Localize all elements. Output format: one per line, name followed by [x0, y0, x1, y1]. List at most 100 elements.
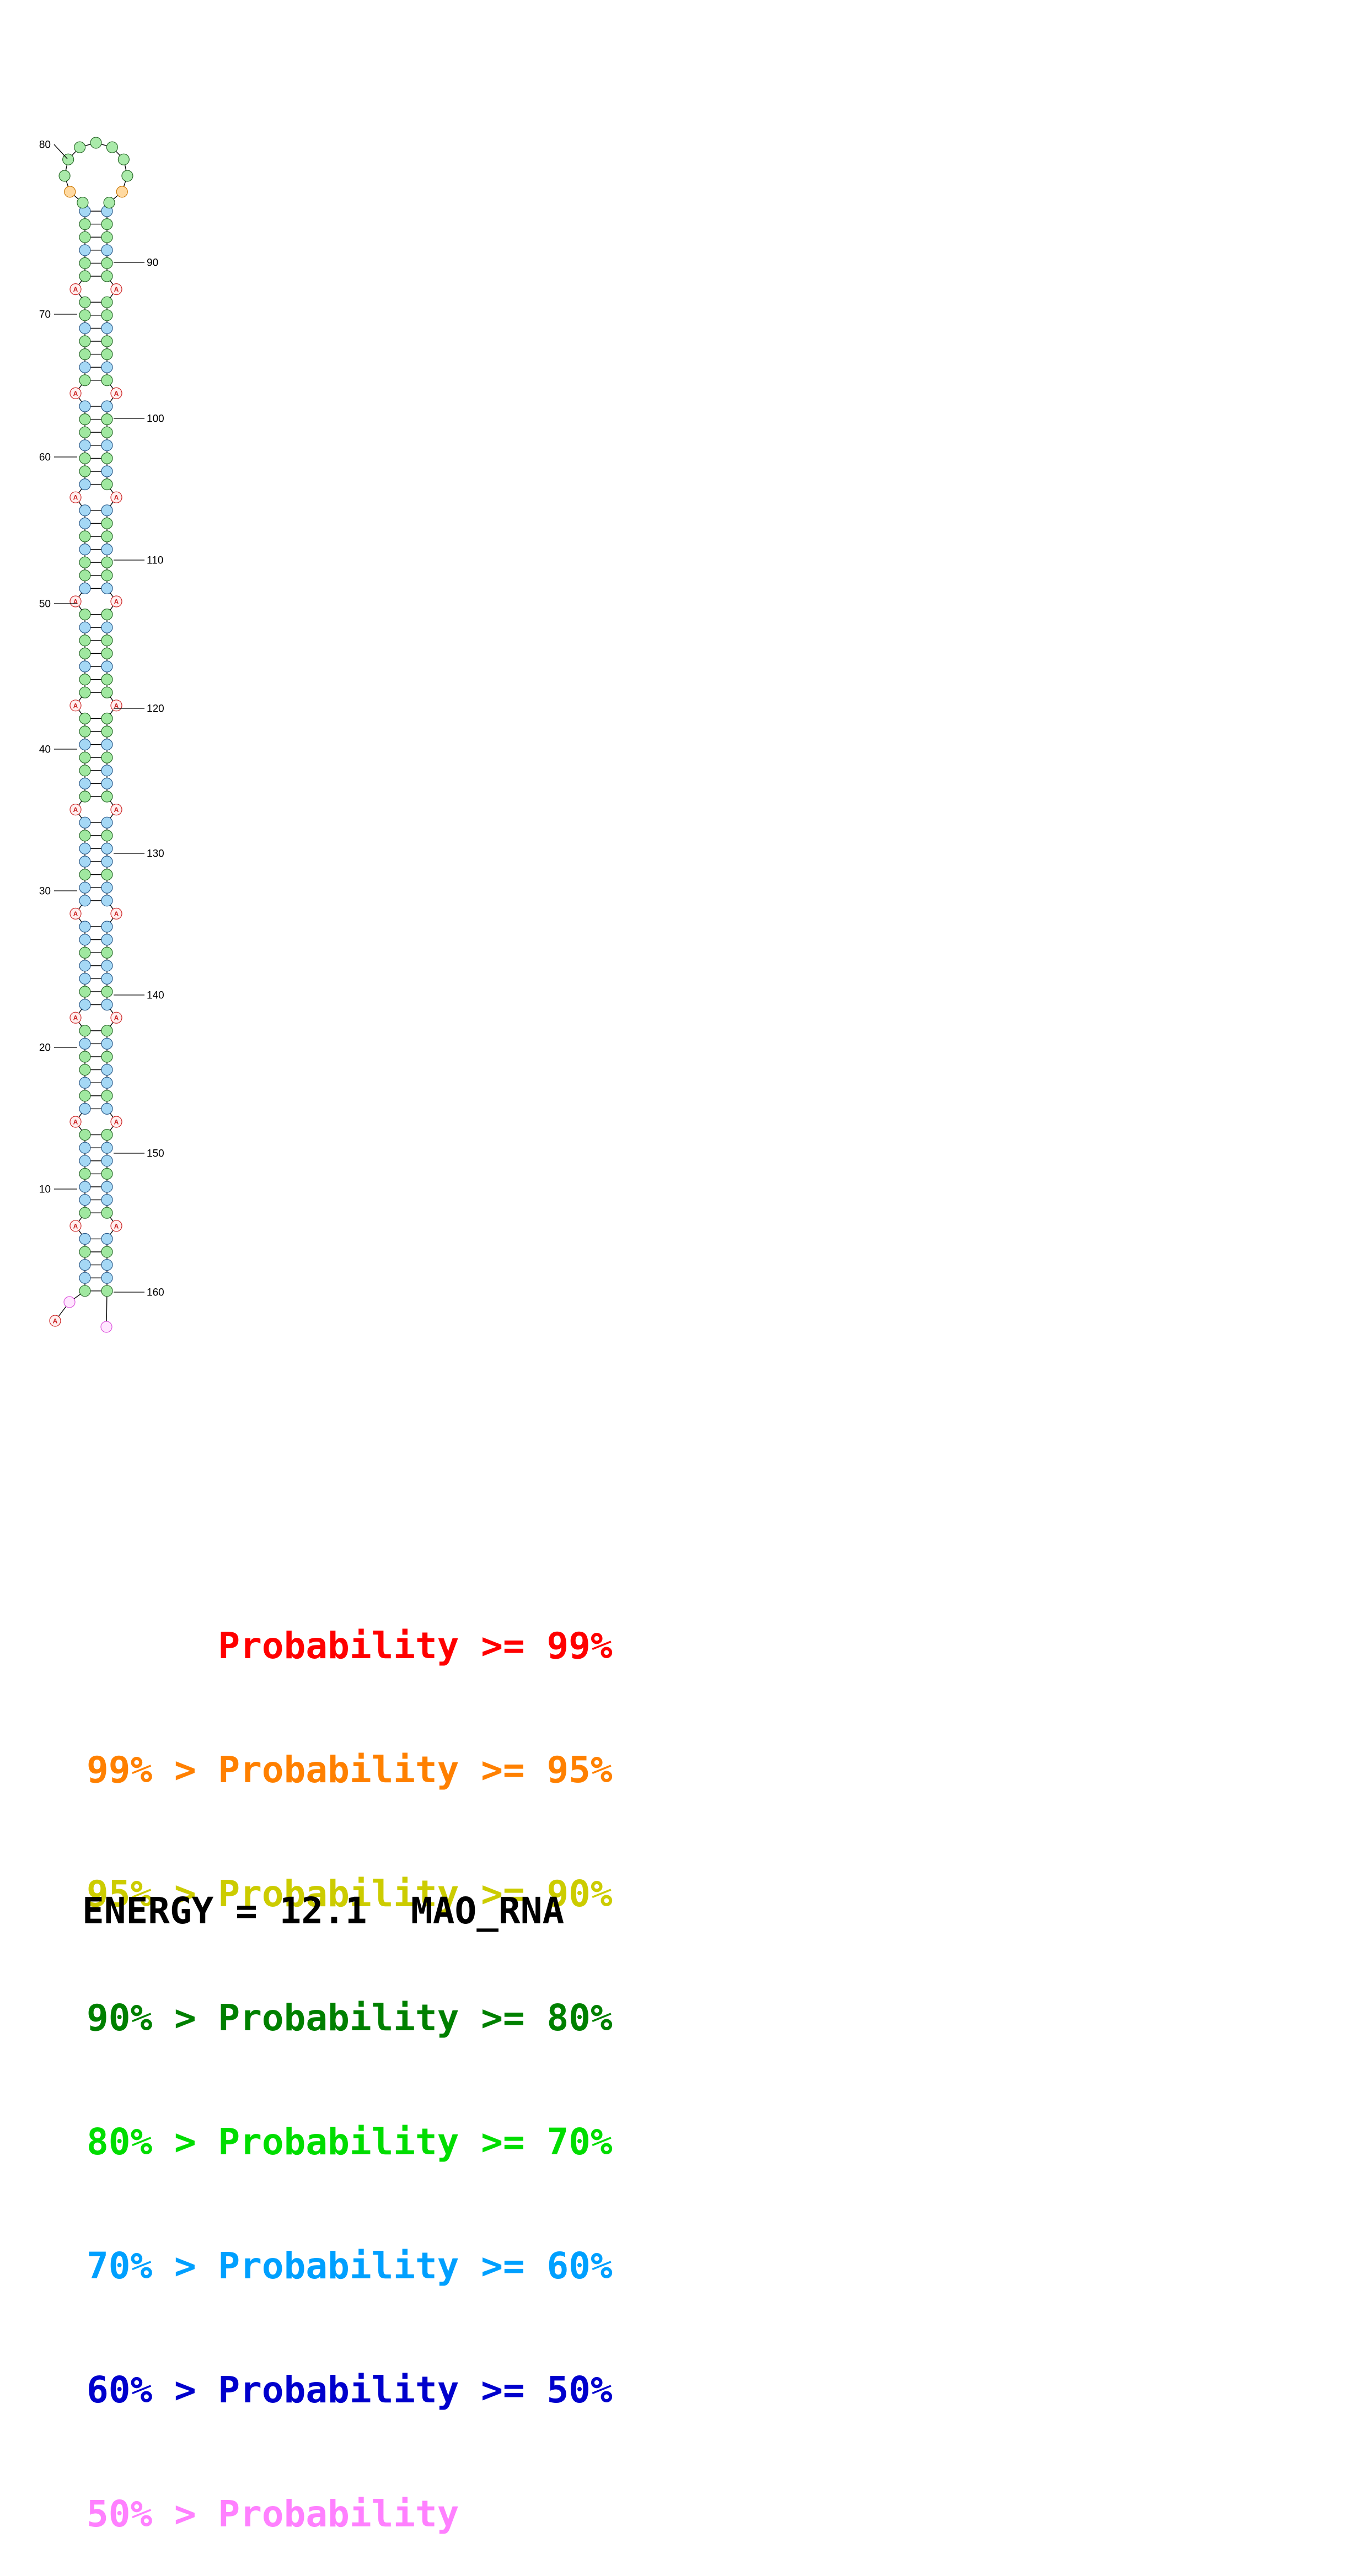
internal-loop-nucleotide — [69, 803, 82, 816]
nucleotide-circle — [79, 856, 91, 868]
legend-entry: 70% > Probability >= 60% — [87, 2245, 613, 2287]
nucleotide-circle — [79, 751, 91, 763]
internal-loop-nucleotide — [110, 1220, 122, 1232]
nucleotide-circle — [101, 1272, 113, 1284]
nucleotide-circle — [79, 946, 91, 959]
legend-entry: 95% > Probability >= 90% — [87, 1873, 613, 1915]
nucleotide-circle — [101, 218, 113, 230]
nucleotide-circle — [101, 413, 113, 426]
nucleotide-letter: A — [73, 806, 78, 814]
position-label: 140 — [147, 990, 164, 1002]
nucleotide-circle — [79, 1142, 91, 1154]
nucleotide-circle — [79, 986, 91, 998]
nucleotide-circle — [79, 348, 91, 361]
nucleotide-letter: A — [53, 1317, 58, 1325]
position-label: 160 — [147, 1287, 164, 1299]
position-label: 40 — [39, 744, 51, 756]
legend-entry: 50% > Probability — [87, 2493, 459, 2535]
nucleotide-circle — [101, 1129, 113, 1141]
position-label: 70 — [39, 309, 51, 321]
nucleotide-circle — [101, 1090, 113, 1102]
position-label: 20 — [39, 1042, 51, 1054]
nucleotide-circle — [79, 1155, 91, 1167]
nucleotide-circle — [79, 296, 91, 308]
nucleotide-circle — [79, 231, 91, 243]
nucleotide-circle — [101, 790, 113, 803]
nucleotide-circle — [101, 504, 113, 517]
position-label: 30 — [39, 886, 51, 897]
nucleotide-letter: A — [114, 806, 119, 814]
nucleotide-circle — [79, 400, 91, 412]
nucleotide-circle — [79, 921, 91, 933]
nucleotide-circle — [79, 816, 91, 829]
nucleotide-circle — [79, 1037, 91, 1050]
nucleotide-circle — [101, 309, 113, 321]
nucleotide-circle — [79, 1090, 91, 1102]
nucleotide-circle — [101, 1259, 113, 1271]
nucleotide-circle — [79, 777, 91, 790]
nucleotide-circle — [101, 426, 113, 438]
rna-secondary-structure-plot: A A A A A A A A A A A A A A A A A A A A A 80 70 60 50 40 30 20 10 90 1… — [39, 137, 164, 1333]
nucleotide-circle — [79, 868, 91, 881]
nucleotide-circle — [101, 1168, 113, 1180]
nucleotide-letter: A — [114, 494, 119, 502]
nucleotide-circle — [79, 608, 91, 621]
nucleotide-circle — [79, 413, 91, 426]
hairpin-loop-nucleotide — [58, 170, 71, 182]
position-label: 50 — [39, 599, 51, 610]
legend-entry: 99% > Probability >= 95% — [87, 1749, 613, 1791]
nucleotide-circle — [101, 842, 113, 855]
nucleotide-circle — [101, 673, 113, 686]
nucleotide-circle — [79, 1129, 91, 1141]
legend-entry: 60% > Probability >= 50% — [87, 2369, 613, 2411]
nucleotide-letter: A — [73, 702, 78, 709]
internal-loop-nucleotide — [69, 1012, 82, 1024]
nucleotide-circle — [101, 972, 113, 985]
tail-nucleotide — [63, 1296, 76, 1308]
internal-loop-nucleotide — [69, 1116, 82, 1128]
nucleotide-circle — [101, 712, 113, 725]
nucleotide-circle — [101, 608, 113, 621]
nucleotide-circle — [79, 361, 91, 373]
position-tick-line — [53, 144, 68, 159]
internal-loop-nucleotide — [110, 1116, 122, 1128]
internal-loop-nucleotide — [110, 907, 122, 920]
nucleotide-circle — [101, 465, 113, 477]
rna-plot-page: { "energy_label": "ENERGY = 12.1 MAO_RNA… — [39, 137, 613, 2535]
nucleotide-circle — [101, 881, 113, 894]
nucleotide-circle — [79, 621, 91, 633]
nucleotide-letter: A — [73, 1014, 78, 1022]
nucleotide-circle — [101, 686, 113, 698]
position-label: 150 — [147, 1148, 164, 1160]
nucleotide-circle — [101, 660, 113, 673]
hairpin-loop-nucleotide — [117, 153, 130, 165]
nucleotide-circle — [101, 517, 113, 530]
nucleotide-circle — [101, 738, 113, 751]
position-label: 10 — [39, 1184, 51, 1196]
nucleotide-circle — [79, 881, 91, 894]
nucleotide-circle — [101, 439, 113, 451]
position-label: 90 — [147, 257, 158, 269]
nucleotide-letter: A — [114, 286, 119, 293]
nucleotide-letter: A — [114, 1118, 119, 1126]
nucleotide-circle — [79, 335, 91, 347]
position-label: 100 — [147, 413, 164, 425]
nucleotide-circle — [79, 582, 91, 595]
nucleotide-circle — [79, 686, 91, 698]
internal-loop-nucleotide — [110, 803, 122, 816]
hairpin-loop-nucleotide — [64, 186, 76, 198]
internal-loop-nucleotide — [69, 1220, 82, 1232]
hairpin-loop-nucleotide — [106, 141, 118, 153]
nucleotide-circle — [101, 895, 113, 907]
nucleotide-circle — [101, 816, 113, 829]
nucleotide-letter: A — [73, 494, 78, 502]
nucleotide-circle — [79, 1207, 91, 1219]
nucleotide-circle — [101, 582, 113, 595]
nucleotide-circle — [79, 725, 91, 738]
hairpin-loop-nucleotide — [121, 170, 133, 182]
probability-legend: Probability >= 99% 99% > Probability >= … — [87, 1542, 613, 2576]
nucleotide-circle — [101, 1025, 113, 1037]
nucleotide-circle — [101, 1063, 113, 1076]
nucleotide-circle — [101, 257, 113, 269]
nucleotide-circle — [79, 569, 91, 582]
